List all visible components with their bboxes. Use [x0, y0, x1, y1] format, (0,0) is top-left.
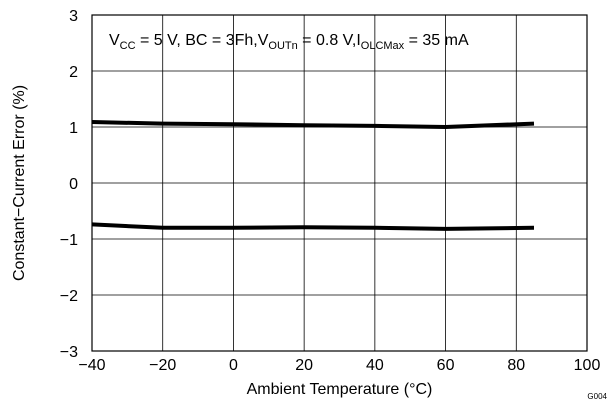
- y-tick-label: −3: [60, 344, 78, 361]
- annotation-vcc-rest: = 5 V, BC = 3Fh,: [136, 32, 258, 49]
- x-tick-label: 80: [507, 357, 525, 374]
- y-tick-label: 0: [69, 176, 78, 193]
- series-lines: [91, 120, 535, 231]
- annotation-vout-sub: OUTn: [268, 40, 297, 52]
- figure-id: G004: [587, 392, 607, 401]
- annotation-vout-rest: = 0.8 V,: [298, 32, 357, 49]
- annotation-vcc-sub: CC: [120, 40, 136, 52]
- plot-area-frame: [91, 14, 588, 352]
- y-tick-label: −2: [60, 288, 78, 305]
- chart-annotation: VCC = 5 V, BC = 3Fh,VOUTn = 0.8 V,IOLCMa…: [109, 32, 469, 52]
- annotation-vout-base: V: [258, 32, 269, 49]
- annotation-iolc-base: I: [356, 32, 360, 49]
- annotation-vcc-base: V: [109, 32, 120, 49]
- annotation-iolc-rest: = 35 mA: [404, 32, 469, 49]
- x-tick-label: −20: [149, 357, 176, 374]
- x-tick-label: 100: [574, 357, 601, 374]
- x-tick-label: 0: [229, 357, 238, 374]
- x-tick-label: 20: [295, 357, 313, 374]
- series-line-1: [91, 120, 535, 129]
- y-tick-label: 1: [69, 120, 78, 137]
- grid: [92, 15, 587, 351]
- x-tick-label: 60: [437, 357, 455, 374]
- annotation-iolc-sub: OLCMax: [361, 40, 405, 52]
- x-tick-label: −40: [78, 357, 105, 374]
- x-tick-label: 40: [366, 357, 384, 374]
- series-line-2: [91, 222, 535, 231]
- x-axis-label: Ambient Temperature (°C): [247, 381, 433, 398]
- y-tick-label: 3: [69, 8, 78, 25]
- y-tick-label: −1: [60, 232, 78, 249]
- tick-labels: −40 −20 0 20 40 60 80 100 −3 −2 −1 0 1 2 3: [60, 8, 601, 374]
- y-axis-label: Constant−Current Error (%): [11, 85, 28, 281]
- y-tick-label: 2: [69, 64, 78, 81]
